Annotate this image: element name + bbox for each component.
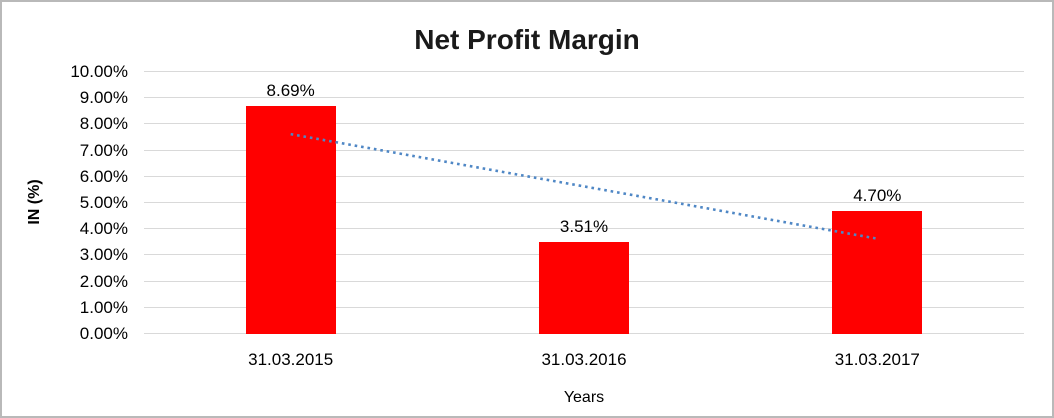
gridline xyxy=(144,228,1024,230)
bar-data-label: 3.51% xyxy=(559,217,609,237)
y-tick-label: 5.00% xyxy=(79,193,128,212)
x-category-label: 31.03.2016 xyxy=(541,350,627,369)
y-tick-label: 4.00% xyxy=(79,219,128,239)
gridline xyxy=(144,149,1024,151)
y-tick-label: 8.00% xyxy=(79,114,128,134)
y-tick-label: 10.00% xyxy=(70,62,128,81)
y-tick-label: 3.00% xyxy=(79,245,128,265)
x-axis-title: Years xyxy=(563,389,605,406)
y-tick-label: 7.00% xyxy=(79,140,128,160)
y-tick-label: 2.00% xyxy=(79,271,128,291)
y-tick-label: 9.00% xyxy=(79,88,128,108)
bar xyxy=(245,106,336,334)
y-tick-label: 0.00% xyxy=(79,324,128,343)
bar xyxy=(832,210,923,334)
y-tick-label: 1.00% xyxy=(79,297,128,317)
gridline xyxy=(144,71,1024,72)
x-category-label: 31.03.2015 xyxy=(248,350,334,369)
trendline xyxy=(290,132,878,240)
gridline xyxy=(144,97,1024,99)
bar xyxy=(539,242,629,334)
chart-title: Net Profit Margin xyxy=(414,24,640,55)
y-tick-label: 6.00% xyxy=(79,166,128,186)
gridline xyxy=(144,202,1024,203)
gridline xyxy=(144,175,1024,177)
bar-data-label: 4.70% xyxy=(853,185,902,205)
trendline-segment xyxy=(290,132,878,240)
bar-data-label: 8.69% xyxy=(266,81,315,101)
gridline xyxy=(144,123,1024,125)
x-category-label: 31.03.2017 xyxy=(834,350,920,369)
